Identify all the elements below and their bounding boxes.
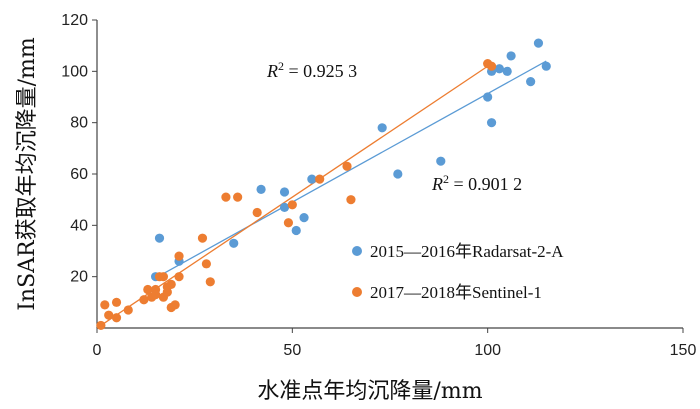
data-point-series-0	[494, 64, 504, 74]
data-point-series-1	[166, 279, 176, 289]
data-point-series-1	[111, 313, 122, 323]
legend-marker-1	[352, 287, 362, 297]
data-point-series-0	[307, 174, 317, 184]
data-point-series-0	[436, 156, 446, 166]
y-tick-label: 40	[70, 217, 88, 234]
data-point-series-0	[256, 184, 266, 194]
data-point-series-0	[279, 202, 290, 212]
x-tick-label: 150	[670, 342, 697, 359]
data-point-series-0	[541, 61, 551, 71]
legend-label-1: 2017—2018年Sentinel-1	[370, 283, 542, 302]
data-point-series-1	[123, 305, 133, 315]
data-point-series-0	[483, 92, 493, 102]
data-point-series-1	[221, 192, 231, 202]
data-point-series-1	[151, 290, 161, 300]
data-point-series-1	[201, 259, 211, 269]
data-point-series-0	[229, 238, 239, 248]
data-point-series-0	[291, 225, 301, 236]
data-point-series-1	[486, 61, 497, 71]
data-point-series-1	[174, 272, 184, 282]
data-point-series-1	[287, 200, 297, 210]
legend-item-0: 2015—2016年Radarsat-2-A	[352, 242, 564, 261]
y-tick-label: 100	[61, 63, 88, 80]
data-point-series-0	[393, 169, 403, 179]
data-point-series-1	[315, 174, 325, 184]
data-point-series-1	[170, 300, 180, 310]
data-point-series-0	[154, 233, 165, 243]
y-axis-title: InSAR获取年均沉降量/mm	[15, 37, 40, 311]
data-point-series-1	[96, 320, 106, 331]
data-point-series-0	[502, 66, 512, 76]
data-point-series-0	[299, 213, 309, 223]
y-tick-label: 60	[70, 166, 88, 183]
data-point-series-1	[233, 192, 243, 202]
data-point-series-0	[486, 118, 497, 128]
x-tick-label: 50	[283, 342, 301, 359]
data-point-series-0	[279, 187, 290, 197]
data-point-series-1	[158, 272, 169, 282]
data-point-series-1	[252, 207, 262, 218]
data-point-series-1	[174, 251, 184, 261]
r2-label-radarsat: R2 = 0.901 2	[431, 172, 522, 194]
data-point-series-1	[205, 277, 215, 287]
data-point-series-1	[143, 284, 153, 295]
legend-marker-0	[352, 246, 362, 256]
y-tick-label: 120	[61, 12, 88, 29]
trendline-series-0	[155, 60, 547, 279]
data-point-series-1	[342, 161, 352, 171]
data-point-series-1	[139, 295, 149, 305]
trendlines	[100, 60, 547, 326]
data-point-series-1	[346, 195, 356, 205]
x-tick-label: 100	[474, 342, 501, 359]
data-point-series-1	[104, 310, 114, 320]
data-point-series-1	[197, 233, 208, 243]
data-point-series-0	[377, 123, 387, 133]
data-point-series-1	[283, 218, 294, 228]
data-point-series-0	[506, 51, 516, 61]
trendline-series-1	[100, 63, 492, 326]
r2-label-sentinel: R2 = 0.925 3	[266, 59, 357, 81]
data-point-series-0	[526, 77, 536, 87]
data-point-series-1	[100, 300, 110, 310]
axes: 20 40 60 80 100 120 0 50 100 150	[61, 12, 696, 359]
y-tick-label: 20	[70, 269, 88, 286]
y-tick-label: 80	[70, 115, 88, 132]
legend-item-1: 2017—2018年Sentinel-1	[352, 283, 542, 302]
legend-label-0: 2015—2016年Radarsat-2-A	[370, 242, 564, 261]
data-point-series-1	[111, 297, 122, 307]
legend: 2015—2016年Radarsat-2-A 2017—2018年Sentinel…	[352, 242, 564, 302]
x-axis-title: 水准点年均沉降量/mm	[257, 379, 482, 404]
data-point-series-0	[533, 38, 544, 48]
x-tick-label: 0	[93, 342, 102, 359]
data-points	[96, 38, 551, 331]
